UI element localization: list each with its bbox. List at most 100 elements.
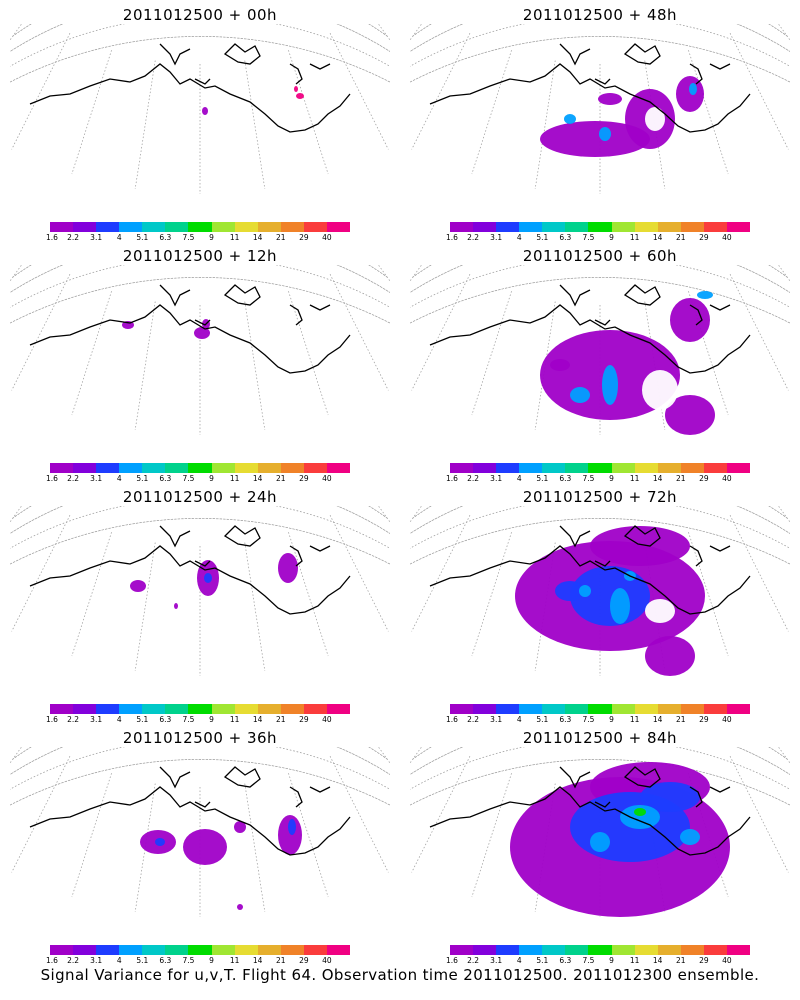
colorbar-swatch <box>657 704 681 714</box>
colorbar-tick-label: 3.1 <box>90 715 103 724</box>
colorbar-tick-label: 7.5 <box>582 956 595 965</box>
colorbar-tick-label: 40 <box>722 233 732 242</box>
colorbar-swatch <box>634 945 658 955</box>
colorbar-labels: 1.6 2.2 3.1 4 5.1 6.3 7.5 9 11 14 21 29 40 <box>46 233 350 243</box>
colorbar-swatch <box>96 945 120 955</box>
colorbar-tick-label: 29 <box>699 474 709 483</box>
coastlines <box>429 43 751 133</box>
colorbar-swatch <box>680 704 704 714</box>
panel-00h: 2011012500 + 00h 1.6 2.2 3.1 4 5.1 6.3 7.5 9 11 1… <box>10 0 390 243</box>
colorbar-tick-label: 2.2 <box>67 233 80 242</box>
colorbar-swatch <box>234 222 258 232</box>
colorbar-tick-label: 11 <box>229 474 240 483</box>
colorbar-tick-label: 3.1 <box>490 956 503 965</box>
colorbar-swatch <box>634 222 658 232</box>
colorbar-tick-label: 21 <box>275 233 286 242</box>
colorbar-tick-label: 4 <box>516 233 522 242</box>
colorbar-swatch <box>326 704 351 714</box>
colorbar-swatch <box>50 945 74 955</box>
colorbar-tick-label: 21 <box>275 715 286 724</box>
colorbar-tick-label: 40 <box>722 474 732 483</box>
colorbar-swatch <box>211 945 235 955</box>
colorbar-swatch <box>450 222 474 232</box>
colorbar-swatch <box>588 463 612 473</box>
colorbar-tick-label: 5.1 <box>136 233 149 242</box>
colorbar-swatch <box>611 222 635 232</box>
colorbar-swatch <box>680 945 704 955</box>
colorbar-swatch <box>473 463 497 473</box>
colorbar-tick-label: 1.6 <box>46 715 58 724</box>
colorbar-swatch <box>496 704 520 714</box>
colorbar-swatch <box>703 463 727 473</box>
colorbar-tick-label: 29 <box>699 956 709 965</box>
colorbar-swatch <box>326 222 351 232</box>
colorbar-swatch <box>611 704 635 714</box>
colorbar-swatch <box>234 704 258 714</box>
colorbar-tick-label: 9 <box>609 474 614 483</box>
colorbar-swatch <box>450 463 474 473</box>
colorbar-swatch <box>496 945 520 955</box>
colorbar-swatch <box>119 704 143 714</box>
panel-24h: 2011012500 + 24h 1.6 2.2 3.1 4 5.1 6.3 7.5 9 11 1… <box>10 482 390 724</box>
colorbar-swatch <box>588 945 612 955</box>
colorbar-swatch <box>142 945 166 955</box>
polar-map <box>10 24 390 194</box>
colorbar-swatch <box>473 945 497 955</box>
panel-title: 2011012500 + 36h <box>122 729 278 747</box>
colorbar-swatch <box>119 222 143 232</box>
colorbar <box>450 704 751 714</box>
colorbar-swatch <box>703 704 727 714</box>
coastlines <box>29 766 351 856</box>
colorbar-tick-label: 7.5 <box>182 956 195 965</box>
colorbar-swatch <box>50 704 74 714</box>
colorbar-tick-label: 9 <box>209 474 214 483</box>
variance-contours <box>540 291 715 435</box>
colorbar-tick-label: 6.3 <box>559 956 572 965</box>
colorbar-swatch <box>326 463 351 473</box>
coastlines <box>29 284 351 374</box>
colorbar-tick-label: 11 <box>229 715 240 724</box>
figure-caption: Signal Variance for u,v,T. Flight 64. Ob… <box>40 966 760 984</box>
colorbar-swatch <box>257 222 281 232</box>
colorbar-tick-label: 5.1 <box>536 956 549 965</box>
colorbar-tick-label: 14 <box>252 474 263 483</box>
colorbar-swatch <box>726 945 751 955</box>
colorbar-tick-label: 3.1 <box>90 233 103 242</box>
colorbar-swatch <box>496 222 520 232</box>
colorbar-swatch <box>450 945 474 955</box>
colorbar-swatch <box>142 222 166 232</box>
graticule <box>410 24 790 194</box>
colorbar-tick-label: 7.5 <box>182 233 195 242</box>
colorbar-swatch <box>519 945 543 955</box>
colorbar-tick-label: 5.1 <box>136 474 149 483</box>
colorbar-tick-label: 6.3 <box>159 715 172 724</box>
colorbar-swatch <box>73 463 97 473</box>
colorbar-tick-label: 6.3 <box>559 474 572 483</box>
colorbar-swatch <box>165 704 189 714</box>
colorbar <box>50 463 351 473</box>
colorbar-swatch <box>96 463 120 473</box>
colorbar-tick-label: 7.5 <box>182 474 195 483</box>
colorbar-swatch <box>565 463 589 473</box>
colorbar-swatch <box>473 222 497 232</box>
variance-contours <box>202 86 304 115</box>
colorbar-tick-label: 5.1 <box>536 474 549 483</box>
colorbar-tick-label: 29 <box>699 715 709 724</box>
colorbar <box>50 222 351 232</box>
panel-title: 2011012500 + 24h <box>122 488 278 506</box>
panel-title: 2011012500 + 72h <box>522 488 678 506</box>
colorbar-swatch <box>234 945 258 955</box>
colorbar-tick-label: 9 <box>209 715 214 724</box>
polar-map <box>10 506 390 676</box>
variance-contours <box>122 319 210 339</box>
colorbar-swatch <box>303 945 327 955</box>
colorbar-tick-label: 29 <box>299 956 309 965</box>
colorbar-tick-label: 2.2 <box>467 715 480 724</box>
colorbar-swatch <box>519 463 543 473</box>
colorbar-tick-label: 7.5 <box>582 474 595 483</box>
colorbar-swatch <box>280 945 304 955</box>
colorbar-tick-label: 14 <box>652 233 663 242</box>
colorbar-tick-label: 7.5 <box>582 233 595 242</box>
panel-title: 2011012500 + 12h <box>122 247 278 265</box>
colorbar-tick-label: 1.6 <box>446 233 458 242</box>
